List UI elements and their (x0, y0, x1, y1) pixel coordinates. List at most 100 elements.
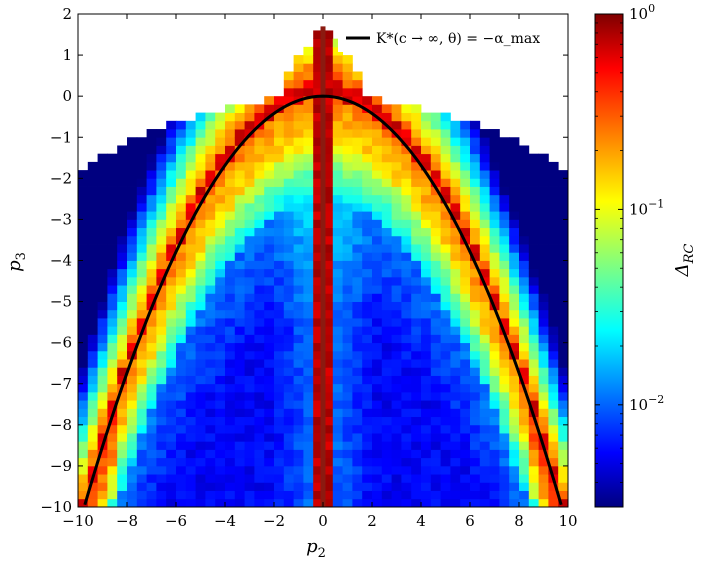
heatmap-cell (323, 391, 334, 401)
heatmap-cell (381, 178, 392, 187)
heatmap-cell (117, 293, 128, 302)
heatmap-cell (323, 96, 334, 105)
heatmap-cell (460, 318, 471, 327)
heatmap-cell (519, 490, 530, 500)
heatmap-cell (117, 441, 128, 450)
heatmap-cell (332, 235, 343, 245)
heatmap-cell (391, 219, 402, 229)
heatmap-cell (254, 145, 265, 155)
heatmap-cell (401, 367, 412, 376)
heatmap-cell (401, 252, 412, 261)
heatmap-cell (283, 161, 294, 171)
heatmap-cell (332, 465, 343, 475)
heatmap-cell (489, 219, 500, 229)
heatmap-cell (244, 202, 255, 212)
heatmap-cell (450, 293, 461, 302)
heatmap-cell (293, 490, 304, 500)
heatmap-cell (313, 55, 324, 64)
heatmap-cell (127, 268, 138, 278)
heatmap-cell (489, 498, 500, 507)
heatmap-cell (362, 391, 373, 401)
heatmap-cell (323, 474, 334, 483)
heatmap-cell (538, 186, 549, 196)
heatmap-cell (558, 465, 568, 475)
heatmap-cell (293, 227, 304, 237)
heatmap-cell (332, 490, 343, 500)
heatmap-cell (156, 416, 167, 426)
heatmap-cell (323, 194, 334, 204)
heatmap-cell (470, 391, 481, 401)
heatmap-cell (460, 490, 471, 500)
heatmap-cell (176, 490, 187, 500)
heatmap-cell (166, 202, 177, 212)
heatmap-cell (185, 120, 196, 130)
heatmap-cell (401, 490, 412, 500)
heatmap-cell (215, 465, 226, 475)
heatmap-cell (215, 457, 226, 467)
heatmap-cell (303, 301, 314, 311)
heatmap-cell (323, 38, 334, 48)
heatmap-cell (293, 194, 304, 204)
heatmap-cell (362, 441, 373, 450)
heatmap-cell (97, 490, 108, 500)
heatmap-cell (283, 391, 294, 401)
heatmap-cell (381, 244, 392, 253)
heatmap-cell (303, 153, 314, 163)
heatmap-cell (254, 293, 265, 302)
heatmap-cell (450, 367, 461, 376)
heatmap-cell (342, 318, 353, 327)
heatmap-cell (234, 211, 245, 220)
heatmap-cell (225, 186, 236, 196)
heatmap-cell (332, 252, 343, 261)
heatmap-cell (460, 441, 471, 450)
heatmap-cell (127, 186, 138, 196)
heatmap-cell (411, 137, 422, 146)
heatmap-cell (264, 293, 275, 302)
heatmap-cell (234, 260, 245, 270)
heatmap-cell (225, 244, 236, 253)
heatmap-cell (97, 359, 108, 368)
heatmap-cell (87, 350, 98, 360)
heatmap-cell (156, 227, 167, 237)
heatmap-cell (107, 276, 118, 286)
heatmap-cell (430, 449, 441, 459)
heatmap-cell (509, 309, 520, 319)
heatmap-cell (548, 334, 559, 344)
heatmap-cell (509, 342, 520, 352)
heatmap-cell (313, 79, 324, 89)
heatmap-cell (411, 408, 422, 418)
heatmap-cell (176, 457, 187, 467)
heatmap-cell (509, 186, 520, 196)
heatmap-cell (332, 285, 343, 294)
heatmap-cell (352, 482, 363, 491)
heatmap-cell (127, 219, 138, 229)
heatmap-cell (519, 457, 530, 467)
heatmap-cell (136, 186, 147, 196)
heatmap-cell (127, 244, 138, 253)
heatmap-cell (548, 309, 559, 319)
heatmap-cell (421, 424, 432, 434)
heatmap-cell (323, 433, 334, 442)
heatmap-cell (293, 441, 304, 450)
heatmap-cell (479, 137, 490, 146)
heatmap-cell (430, 170, 441, 179)
heatmap-cell (509, 449, 520, 459)
heatmap-cell (499, 490, 510, 500)
heatmap-cell (274, 391, 285, 401)
heatmap-cell (254, 129, 265, 138)
heatmap-cell (136, 219, 147, 229)
heatmap-cell (519, 359, 530, 368)
heatmap-cell (460, 227, 471, 237)
heatmap-cell (313, 309, 324, 319)
heatmap-cell (97, 474, 108, 483)
heatmap-cell (303, 186, 314, 196)
heatmap-cell (352, 120, 363, 130)
heatmap-cell (548, 293, 559, 302)
heatmap-cell (401, 309, 412, 319)
heatmap-cell (381, 441, 392, 450)
heatmap-cell (303, 87, 314, 97)
heatmap-cell (185, 342, 196, 352)
heatmap-cell (87, 276, 98, 286)
heatmap-cell (381, 235, 392, 245)
